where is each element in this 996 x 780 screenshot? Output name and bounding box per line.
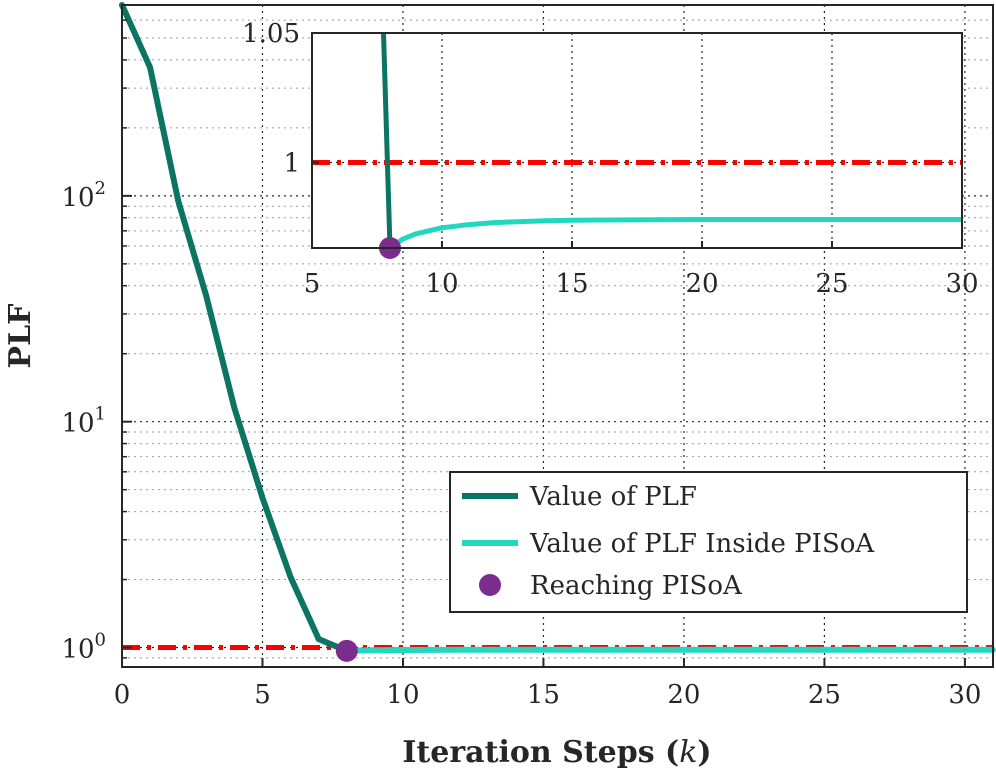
- x-tick-label: 25: [808, 680, 841, 710]
- legend-label-reaching: Reaching PISoA: [530, 571, 743, 601]
- x-axis-label-main: Iteration Steps (: [402, 735, 679, 770]
- y-tick-label: 102: [61, 178, 106, 213]
- y-tick-exponent: 1: [95, 404, 106, 425]
- inset-x-tick-label: 15: [555, 269, 588, 299]
- legend-swatch-reaching: [479, 574, 501, 596]
- y-tick-base: 10: [61, 409, 94, 439]
- y-tick-label: 100: [61, 630, 106, 665]
- x-tick-label: 5: [254, 680, 271, 710]
- main-plot-frame: [121, 4, 994, 668]
- x-axis-label-close: ): [697, 735, 711, 770]
- main-series: [119, 2, 996, 662]
- y-tick-exponent: 0: [95, 630, 106, 651]
- legend-label-plf-inside: Value of PLF Inside PISoA: [529, 529, 875, 559]
- y-axis-label: PLF: [3, 304, 38, 369]
- inset-ticks: 5 10 15 20 25 30 1 1.05: [242, 19, 978, 299]
- inset-y-tick-label: 1.05: [242, 19, 300, 49]
- inset-series: [312, 32, 962, 259]
- y-tick-base: 10: [61, 183, 94, 213]
- legend-box: [449, 471, 968, 613]
- plf-series-line: [119, 2, 350, 654]
- x-axis-label-variable: k: [679, 735, 697, 770]
- inset-x-tick-label: 5: [304, 269, 321, 299]
- reaching-pisoa-marker: [335, 639, 358, 662]
- legend-label-plf: Value of PLF: [529, 482, 697, 512]
- x-tick-label: 30: [948, 680, 981, 710]
- y-tick-exponent: 2: [95, 178, 106, 199]
- inset-plf-inside-series-line: [388, 217, 962, 251]
- inset-x-tick-label: 20: [685, 269, 718, 299]
- y-tick-label: 101: [61, 404, 106, 439]
- x-axis-label: Iteration Steps (k): [402, 735, 711, 770]
- plf-inside-series-line: [343, 646, 996, 654]
- main-grid: [122, 5, 993, 667]
- x-tick-label: 0: [114, 680, 131, 710]
- inset-x-tick-label: 10: [425, 269, 458, 299]
- inset-y-tick-label: 1: [283, 149, 300, 179]
- x-tick-label: 15: [527, 680, 560, 710]
- inset-background: [312, 33, 962, 248]
- inset-plf-series-line: [381, 32, 393, 249]
- x-tick-label: 20: [667, 680, 700, 710]
- legend: Value of PLF Value of PLF Inside PISoA R…: [449, 471, 968, 613]
- inset-x-tick-label: 25: [815, 269, 848, 299]
- y-tick-base: 10: [61, 635, 94, 665]
- x-tick-label: 10: [386, 680, 419, 710]
- inset-x-tick-label: 30: [945, 269, 978, 299]
- inset-plot-frame: [311, 32, 963, 249]
